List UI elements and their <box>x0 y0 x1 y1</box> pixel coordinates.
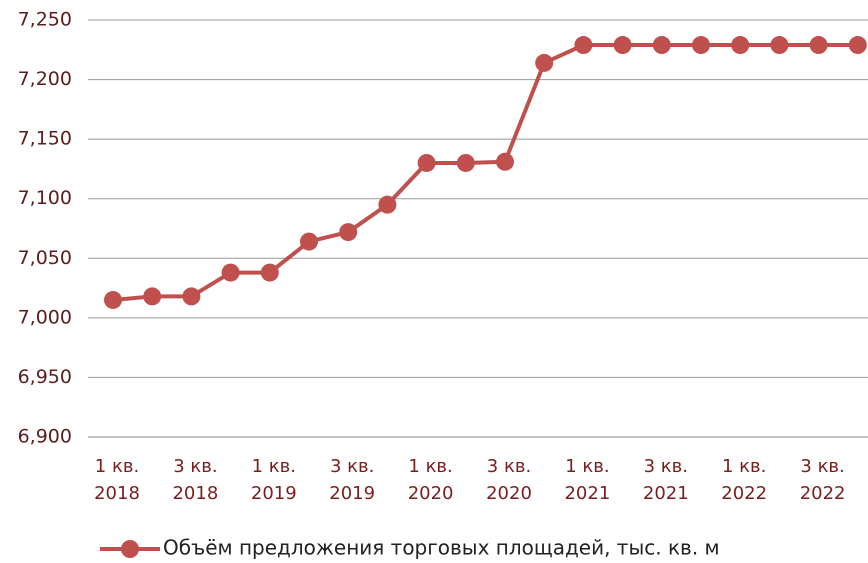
y-tick-label: 7,000 <box>18 306 72 328</box>
point <box>574 36 593 55</box>
x-tick-label: 3 кв. 2018 <box>172 456 219 504</box>
point <box>182 287 201 306</box>
y-tick-label: 7,200 <box>18 68 72 90</box>
point <box>339 223 358 242</box>
point <box>300 232 318 251</box>
point <box>652 36 671 55</box>
series-line <box>112 43 858 302</box>
x-tick-label: 3 кв. 2022 <box>799 456 846 504</box>
point <box>104 290 122 309</box>
point <box>456 153 475 172</box>
y-tick-label: 7,100 <box>18 187 72 209</box>
point <box>496 152 514 171</box>
point <box>378 195 397 214</box>
y-tick-label: 7,150 <box>18 128 72 150</box>
point <box>770 36 789 55</box>
y-tick-label: 7,250 <box>18 9 72 31</box>
legend-marker <box>121 540 139 558</box>
x-tick-label: 1 кв. 2018 <box>94 456 140 504</box>
x-tick-label: 1 кв. 2019 <box>250 456 297 504</box>
x-tick-label: 1 кв. 2021 <box>564 456 611 504</box>
x-tick-label: 3 кв. 2021 <box>642 456 689 504</box>
point <box>260 263 279 282</box>
x-tick-label: 3 кв. 2019 <box>329 456 376 504</box>
point <box>731 36 750 55</box>
point <box>221 263 240 282</box>
y-tick-label: 7,050 <box>18 247 72 269</box>
point <box>143 287 162 306</box>
point <box>809 36 828 55</box>
point <box>848 36 867 55</box>
point <box>417 153 436 172</box>
point <box>613 36 632 55</box>
point <box>692 36 710 55</box>
x-tick-label: 3 кв. 2020 <box>486 456 532 504</box>
legend-label: Объём предложения торговых площадей, тыс… <box>163 536 720 560</box>
y-tick-label: 6,900 <box>18 426 72 448</box>
point <box>535 53 554 72</box>
x-tick-label: 1 кв. 2020 <box>407 456 454 504</box>
y-tick-label: 6,950 <box>18 366 72 388</box>
x-tick-label: 1 кв. 2022 <box>721 456 768 504</box>
